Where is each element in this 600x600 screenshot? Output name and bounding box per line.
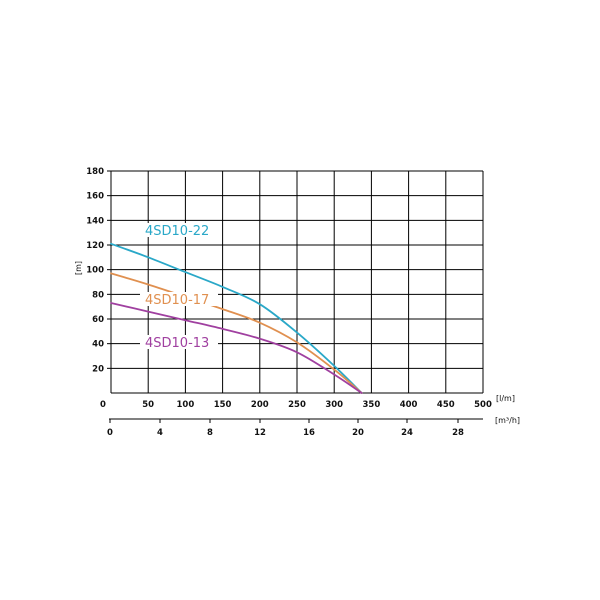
y-tick-label: 20: [92, 364, 104, 374]
x-tick-label-secondary: 4: [157, 428, 163, 438]
y-tick-label: 80: [92, 290, 104, 300]
x-tick-label-secondary: 16: [303, 428, 315, 438]
x-tick-label-primary: 150: [214, 400, 232, 410]
x-tick-label-primary: 350: [363, 400, 381, 410]
series-label: 4SD10-13: [145, 336, 209, 351]
x-tick-label-primary: 300: [325, 400, 343, 410]
x-axis-label-primary: [l/m]: [496, 394, 515, 403]
y-tick-label: 160: [86, 192, 104, 202]
x-tick-label-primary: 250: [288, 400, 306, 410]
y-axis-label: [m]: [74, 261, 83, 275]
y-tick-label: 100: [86, 266, 104, 276]
x-tick-label-secondary: 24: [401, 428, 413, 438]
y-tick-label: 60: [92, 315, 104, 325]
x-tick-label-primary: 450: [437, 400, 455, 410]
x-axis-label-secondary: [m³/h]: [495, 416, 520, 425]
x-tick-label-primary: 500: [474, 400, 492, 410]
y-tick-label: 140: [86, 216, 104, 226]
x-tick-label-secondary: 0: [107, 428, 113, 438]
x-tick-label-primary: 200: [251, 400, 269, 410]
series-label-backdrop: [140, 292, 218, 306]
x-tick-label-secondary: 28: [452, 428, 464, 438]
series-label: 4SD10-22: [145, 224, 209, 239]
y-tick-label: 120: [86, 241, 104, 251]
series-curve: [110, 242, 363, 394]
series-label: 4SD10-17: [145, 293, 209, 308]
y-tick-label: 180: [86, 167, 104, 177]
x-tick-label-secondary: 8: [207, 428, 213, 438]
series-label-backdrop: [140, 223, 218, 237]
y-tick-label: 40: [92, 340, 104, 350]
x-tick-label-primary: 50: [142, 400, 154, 410]
x-tick-label-primary: 100: [177, 400, 195, 410]
chart-grid: [107, 170, 484, 423]
series-curve: [110, 272, 363, 394]
chart-curves: [110, 242, 363, 394]
series-label-backdrop: [140, 335, 218, 349]
x-tick-label-secondary: 20: [352, 428, 364, 438]
x-tick-label-primary: 0: [100, 400, 106, 410]
series-curve: [110, 302, 363, 394]
x-tick-label-primary: 400: [400, 400, 418, 410]
x-tick-label-secondary: 12: [254, 428, 266, 438]
